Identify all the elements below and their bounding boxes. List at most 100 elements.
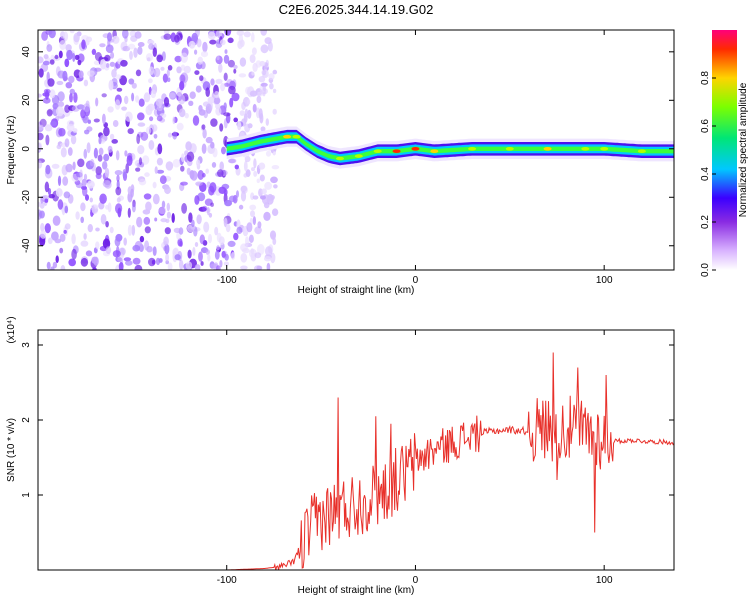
noise-speck <box>210 263 218 269</box>
noise-speck <box>200 51 209 58</box>
noise-speck <box>272 69 278 75</box>
noise-speck <box>120 59 128 67</box>
noise-speck <box>57 101 65 108</box>
noise-speck <box>250 248 254 255</box>
noise-speck <box>195 181 203 186</box>
noise-speck <box>256 244 265 255</box>
noise-speck <box>115 150 120 161</box>
noise-speck <box>80 216 84 223</box>
noise-speck <box>89 159 95 167</box>
noise-speck <box>99 193 107 204</box>
colorbar-gradient <box>712 30 737 270</box>
noise-speck <box>82 103 91 113</box>
noise-speck <box>188 40 196 49</box>
colorbar: 0.0 0.2 0.4 0.6 0.8 Normalized spectral ampl… <box>700 30 749 277</box>
noise-speck <box>75 182 83 189</box>
noise-speck <box>202 41 208 53</box>
noise-speck <box>121 106 127 111</box>
noise-speck <box>137 122 146 127</box>
noise-speck <box>210 202 214 207</box>
noise-speck <box>165 161 174 171</box>
noise-speck <box>223 82 230 87</box>
noise-speck <box>63 191 71 199</box>
noise-speck <box>130 188 134 198</box>
noise-speck <box>261 69 267 76</box>
noise-speck <box>209 39 217 45</box>
noise-speck <box>138 178 147 186</box>
noise-speck <box>200 261 204 266</box>
noise-speck <box>265 150 272 157</box>
noise-speck <box>236 30 245 36</box>
noise-speck <box>179 259 184 270</box>
noise-speck <box>210 78 215 86</box>
noise-speck <box>270 176 278 184</box>
noise-speck <box>148 257 156 267</box>
noise-speck <box>253 170 258 177</box>
noise-speck <box>180 181 188 186</box>
noise-speck <box>240 190 247 202</box>
noise-speck <box>109 133 115 140</box>
noise-speck <box>223 54 230 64</box>
noise-speck <box>167 132 173 138</box>
noise-speck <box>131 92 135 102</box>
noise-speck <box>124 95 129 105</box>
noise-speck <box>256 265 263 270</box>
noise-speck <box>223 112 231 117</box>
noise-speck <box>40 196 44 204</box>
noise-speck <box>166 69 170 77</box>
noise-speck <box>77 59 82 66</box>
spectrogram-y-label: Frequency (Hz) <box>6 116 17 185</box>
noise-speck <box>197 170 204 180</box>
noise-speck <box>264 181 272 190</box>
noise-speck <box>210 141 215 149</box>
noise-speck <box>131 82 137 89</box>
colorbar-label: Normalized spectral amplitude <box>738 82 749 217</box>
noise-speck <box>138 98 145 107</box>
x-tick-label: 0 <box>413 575 419 586</box>
noise-speck <box>265 118 269 126</box>
noise-speck <box>256 95 262 104</box>
noise-speck <box>208 212 213 218</box>
noise-speck <box>186 151 195 162</box>
spectrogram-x-ticks: -100 0 100 <box>217 30 613 286</box>
noise-speck <box>71 233 76 245</box>
noise-speck <box>44 124 53 132</box>
noise-speck <box>55 188 63 197</box>
noise-speck <box>153 67 161 78</box>
noise-speck <box>236 190 239 198</box>
noise-speck <box>240 252 248 263</box>
noise-speck <box>104 180 112 189</box>
noise-speck <box>42 97 51 104</box>
noise-speck <box>264 37 272 45</box>
noise-speck <box>233 117 238 123</box>
y-tick-label: -40 <box>21 238 32 253</box>
noise-speck <box>124 150 128 157</box>
noise-speck <box>246 222 253 233</box>
noise-speck <box>220 83 226 92</box>
noise-speck <box>243 160 248 172</box>
noise-speck <box>223 72 228 82</box>
noise-speck <box>133 47 138 58</box>
noise-speck <box>137 42 145 47</box>
y-tick-label: 2 <box>21 417 32 423</box>
noise-speck <box>194 264 201 270</box>
noise-speck <box>188 212 193 223</box>
noise-speck <box>191 32 198 44</box>
noise-speck <box>66 49 73 61</box>
noise-speck <box>166 202 170 212</box>
noise-speck <box>252 103 257 113</box>
noise-speck <box>152 193 160 205</box>
noise-speck <box>81 178 87 187</box>
noise-speck <box>146 246 153 253</box>
noise-speck <box>105 221 109 228</box>
noise-speck <box>160 66 165 71</box>
noise-speck <box>107 202 112 213</box>
noise-speck <box>194 49 198 55</box>
noise-speck <box>233 64 238 70</box>
noise-speck <box>38 124 44 131</box>
snr-y-label: SNR (10 * v/v) <box>6 418 17 482</box>
noise-speck <box>239 57 247 67</box>
x-tick-label: 0 <box>413 275 419 286</box>
colorbar-tick-label: 0.6 <box>700 119 711 133</box>
noise-speck <box>68 75 75 84</box>
